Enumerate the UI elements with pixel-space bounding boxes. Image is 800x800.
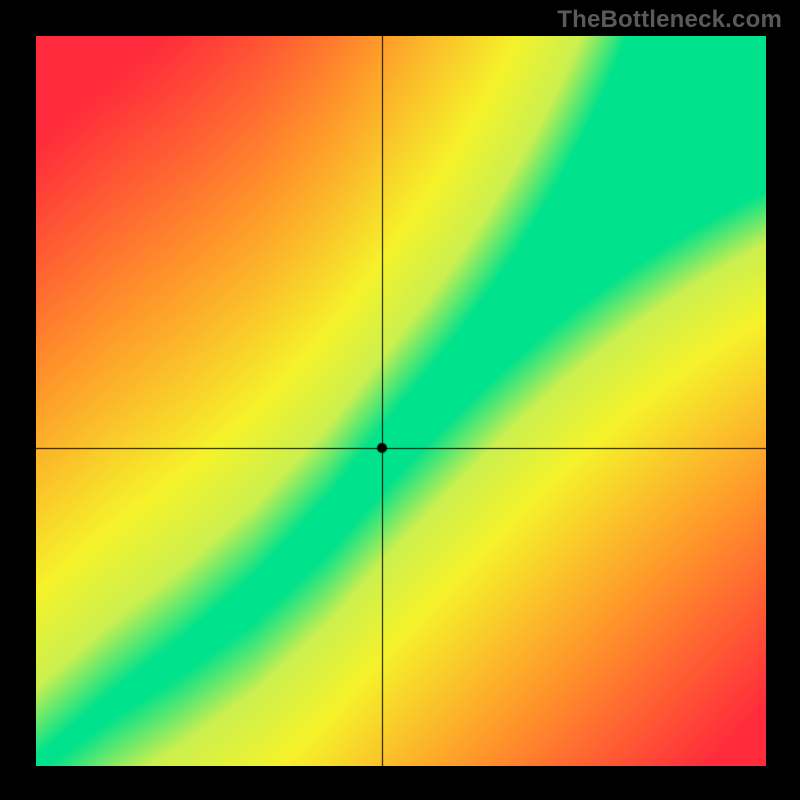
chart-container: TheBottleneck.com [0, 0, 800, 800]
heatmap-canvas [36, 36, 766, 766]
watermark-text: TheBottleneck.com [557, 6, 782, 34]
